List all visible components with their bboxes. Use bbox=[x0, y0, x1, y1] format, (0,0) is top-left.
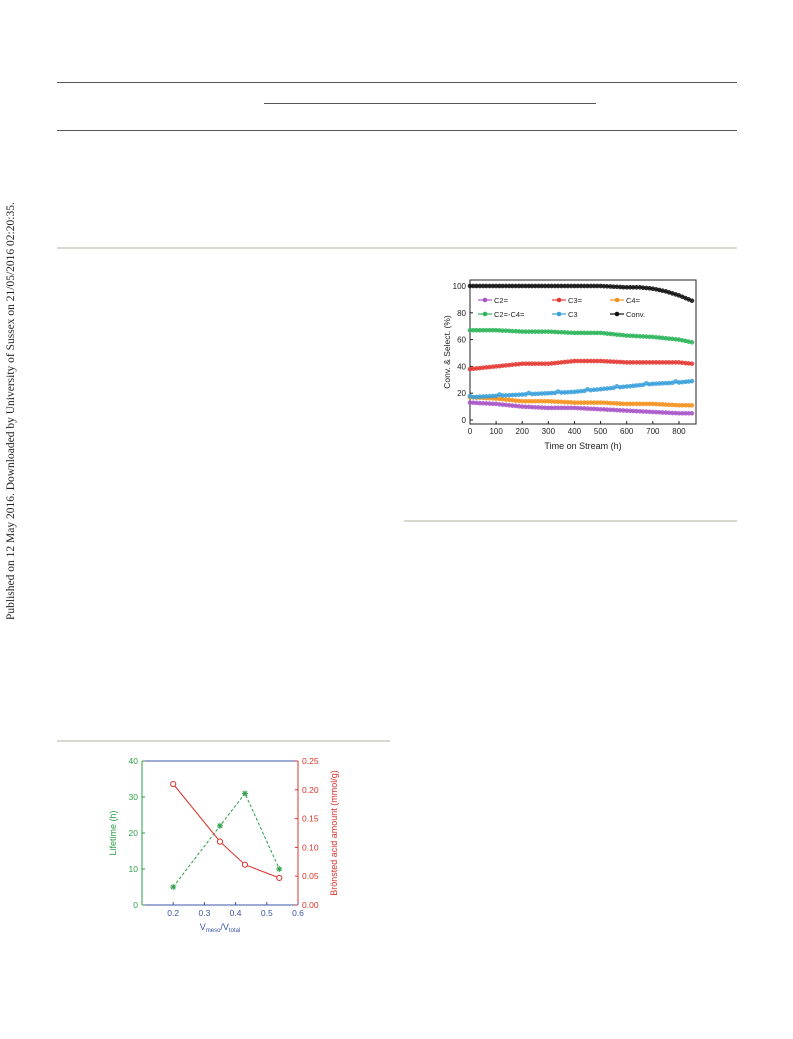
chart1-legend-entry: C3 bbox=[552, 310, 578, 319]
chart2-xtick-label: 0.6 bbox=[292, 908, 304, 918]
chart2-xtick-label: 0.4 bbox=[230, 908, 242, 918]
chart2-ytick-label: 10 bbox=[129, 864, 139, 874]
chart2-xtick-label: 0.2 bbox=[167, 908, 179, 918]
chart2-ylabel: Lifetime (h) bbox=[108, 810, 118, 855]
chart1-xtick-label: 700 bbox=[646, 427, 660, 436]
chart1-xtick-label: 800 bbox=[672, 427, 686, 436]
chart2-y2tick-label: 0.00 bbox=[302, 900, 319, 910]
chart2-ytick-label: 40 bbox=[129, 756, 139, 766]
chart2-y2tick-label: 0.10 bbox=[302, 842, 319, 852]
chart2-circle-marker bbox=[276, 874, 283, 882]
right-column-divider bbox=[404, 520, 737, 522]
chart2-xtick-label: 0.3 bbox=[198, 908, 210, 918]
chart2-star-marker bbox=[241, 790, 248, 797]
chart2-circle-marker bbox=[241, 861, 249, 868]
chart2-series bbox=[170, 790, 283, 890]
chart1-ytick-label: 0 bbox=[462, 416, 467, 425]
chart1-point bbox=[689, 410, 695, 416]
chart1-legend-entry: C2= bbox=[478, 296, 509, 305]
left-column-divider bbox=[57, 740, 390, 742]
chart2-xlabel-mid: /V bbox=[220, 922, 229, 932]
chart1-xtick-label: 200 bbox=[516, 427, 530, 436]
chart2-star-marker bbox=[170, 884, 177, 890]
chart1-legend-marker bbox=[482, 297, 488, 303]
chart2-star-marker bbox=[276, 866, 283, 872]
lifetime-acidity-chart: 0.2 0.3 0.4 0.5 0.6 0 10 20 30 40 0.00 0.05 0.10 0.15… bbox=[105, 752, 345, 940]
chart2-ytick-label: 0 bbox=[133, 900, 138, 910]
chart1-ylabel: Conv. & Select. (%) bbox=[442, 315, 452, 389]
chart2-series-line bbox=[172, 783, 280, 879]
time-on-stream-chart: 0 100 200 300 400 500 600 700 800 0 20 40 60 80 100 C2… bbox=[438, 276, 700, 460]
chart1-legend-marker bbox=[556, 297, 562, 303]
chart1-xtick-label: 0 bbox=[468, 427, 473, 436]
chart1-legend-entry: C4= bbox=[610, 296, 641, 305]
chart1-series bbox=[467, 378, 695, 400]
chart2-series bbox=[170, 780, 283, 882]
download-watermark-text: Published on 12 May 2016. Downloaded by … bbox=[5, 202, 17, 620]
chart1-ytick-label: 80 bbox=[457, 309, 466, 318]
chart1-xtick-label: 400 bbox=[568, 427, 582, 436]
chart1-legend-label: C3= bbox=[568, 296, 583, 305]
chart1-frame bbox=[469, 279, 697, 425]
chart1-legend-label: C2= bbox=[494, 296, 509, 305]
chart2-ytick-label: 30 bbox=[129, 792, 139, 802]
chart1-point bbox=[689, 340, 695, 345]
chart2-xlabel-v: V bbox=[200, 922, 206, 932]
chart1-series bbox=[467, 358, 695, 372]
chart2-ytick-label: 20 bbox=[129, 828, 139, 838]
chart1-legend-label: C4= bbox=[626, 296, 641, 305]
table-header-rule bbox=[264, 103, 596, 104]
chart1-legend-entry: C2=-C4= bbox=[478, 310, 525, 319]
chart1-xtick-label: 600 bbox=[620, 427, 634, 436]
chart1-ytick-label: 20 bbox=[457, 389, 466, 398]
chart2-star-marker bbox=[217, 822, 223, 829]
chart1-ytick-label: 100 bbox=[453, 282, 467, 291]
chart2-series-line bbox=[172, 792, 280, 888]
chart1-point bbox=[689, 378, 695, 384]
chart1-xtick-label: 300 bbox=[542, 427, 556, 436]
chart2-y2tick-label: 0.05 bbox=[302, 871, 319, 881]
chart1-legend-label: Conv. bbox=[626, 310, 645, 319]
section-divider bbox=[57, 247, 737, 249]
chart1-legend-marker bbox=[482, 311, 488, 317]
chart1-legend-marker bbox=[614, 311, 620, 317]
chart2-y2tick-label: 0.25 bbox=[302, 756, 319, 766]
chart1-legend-marker bbox=[614, 297, 620, 303]
chart1-point bbox=[689, 298, 695, 304]
chart1-legend-marker bbox=[556, 311, 562, 317]
chart1-legend-label: C2=-C4= bbox=[494, 310, 525, 319]
chart2-y2label: Brönsted acid amount (mmol/g) bbox=[329, 770, 339, 896]
chart1-point bbox=[689, 403, 695, 408]
chart2-circle-marker bbox=[170, 780, 177, 788]
chart1-point bbox=[689, 361, 695, 366]
chart2-circle-marker bbox=[216, 838, 224, 845]
chart2-y2tick-label: 0.15 bbox=[302, 814, 319, 824]
chart1-ytick-label: 40 bbox=[457, 362, 466, 371]
chart1-series bbox=[467, 283, 695, 304]
chart1-series bbox=[467, 400, 695, 416]
chart1-legend-entry: C3= bbox=[552, 296, 583, 305]
chart2-xlabel: Vmeso/Vtotal bbox=[200, 922, 241, 934]
chart1-xlabel: Time on Stream (h) bbox=[544, 441, 621, 451]
chart1-xtick-label: 100 bbox=[489, 427, 503, 436]
download-watermark: Published on 12 May 2016. Downloaded by … bbox=[3, 202, 23, 710]
chart2-xlabel-sub2: total bbox=[229, 928, 240, 934]
table-bottom-rule bbox=[57, 130, 737, 131]
chart1-ytick-label: 60 bbox=[457, 336, 466, 345]
chart1-legend-entry: Conv. bbox=[610, 310, 645, 319]
top-rule bbox=[57, 82, 737, 83]
chart1-series bbox=[467, 327, 695, 345]
chart2-y2tick-label: 0.20 bbox=[302, 785, 319, 795]
chart2-xlabel-sub1: meso bbox=[206, 928, 221, 934]
chart1-legend-label: C3 bbox=[568, 310, 578, 319]
chart1-xtick-label: 500 bbox=[594, 427, 608, 436]
chart2-xtick-label: 0.5 bbox=[261, 908, 273, 918]
